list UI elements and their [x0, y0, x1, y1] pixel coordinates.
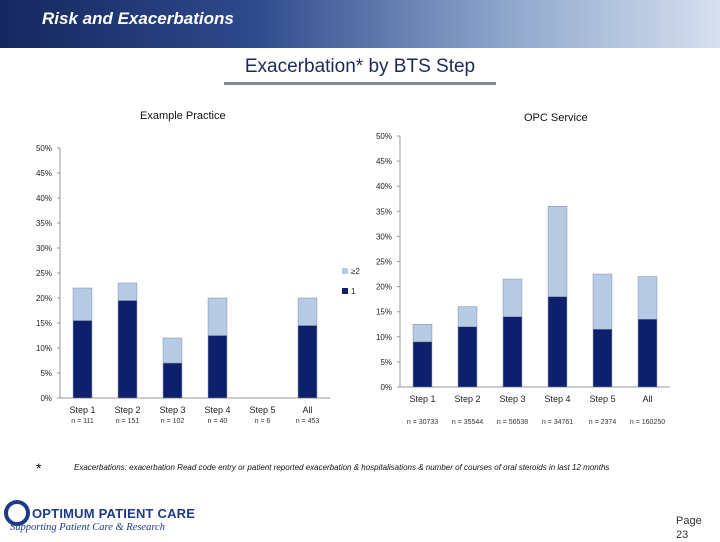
- x-category-label: Step 2: [454, 394, 480, 404]
- x-n-label: n = 102: [161, 418, 185, 425]
- x-category-label: Step 4: [204, 405, 230, 415]
- bar-segment: [117, 300, 138, 399]
- x-n-label: n = 30733: [407, 419, 438, 426]
- chart-title-example-practice: Example Practice: [140, 110, 226, 122]
- y-tick-label: 25%: [36, 269, 52, 278]
- y-tick-label: 15%: [36, 319, 52, 328]
- x-n-label: n = 34761: [542, 419, 573, 426]
- bar-segment: [502, 316, 523, 388]
- y-tick-label: 50%: [376, 132, 392, 141]
- page-number-value: 23: [676, 529, 689, 541]
- bar-segment: [297, 325, 318, 399]
- x-category-label: Step 5: [589, 394, 615, 404]
- legend-label: 1: [351, 287, 356, 296]
- y-tick-label: 20%: [376, 283, 392, 292]
- bar-segment: [637, 318, 658, 388]
- chart-title-opc-service: OPC Service: [524, 112, 588, 124]
- x-n-label: n = 6: [255, 418, 271, 425]
- y-tick-label: 5%: [40, 369, 52, 378]
- bar-segment: [72, 320, 93, 399]
- logo-ring-icon: [4, 500, 30, 526]
- y-tick-label: 40%: [36, 194, 52, 203]
- bar-segment: [547, 206, 568, 297]
- bar-segment: [637, 276, 658, 320]
- legend-swatch: [342, 288, 348, 294]
- bar-segment: [547, 296, 568, 388]
- x-category-label: All: [642, 394, 652, 404]
- bar-segment: [457, 326, 478, 388]
- page-label: Page: [676, 515, 702, 527]
- footnote-text: Exacerbations: exacerbation Read code en…: [74, 463, 610, 472]
- bar-segment: [297, 297, 318, 326]
- y-tick-label: 45%: [36, 169, 52, 178]
- y-tick-label: 30%: [36, 244, 52, 253]
- header-band: [0, 0, 720, 48]
- x-n-label: n = 151: [116, 418, 140, 425]
- x-n-label: n = 35544: [452, 419, 483, 426]
- company-logo: OPTIMUM PATIENT CARE Supporting Patient …: [4, 498, 195, 536]
- y-tick-label: 40%: [376, 182, 392, 191]
- x-n-label: n = 453: [296, 418, 320, 425]
- x-category-label: Step 3: [499, 394, 525, 404]
- x-n-label: n = 40: [208, 418, 228, 425]
- y-tick-label: 45%: [376, 157, 392, 166]
- y-tick-label: 20%: [36, 294, 52, 303]
- logo-name: OPTIMUM PATIENT CARE: [32, 506, 196, 521]
- bar-segment: [162, 337, 183, 364]
- x-category-label: Step 5: [249, 405, 275, 415]
- y-tick-label: 5%: [380, 358, 392, 367]
- footnote-marker: *: [36, 460, 42, 476]
- bar-segment: [412, 341, 433, 388]
- logo-tagline: Supporting Patient Care & Research: [10, 522, 165, 533]
- bar-segment: [162, 362, 183, 399]
- bar-segment: [457, 306, 478, 328]
- bar-segment: [72, 287, 93, 321]
- x-category-label: Step 1: [409, 394, 435, 404]
- bar-segment: [117, 282, 138, 301]
- bar-segment: [207, 297, 228, 336]
- legend-swatch: [342, 268, 348, 274]
- legend-label: ≥2: [351, 267, 360, 276]
- x-category-label: Step 1: [69, 405, 95, 415]
- y-tick-label: 50%: [36, 144, 52, 153]
- y-tick-label: 0%: [40, 394, 52, 403]
- x-n-label: n = 111: [71, 418, 94, 425]
- y-tick-label: 35%: [36, 219, 52, 228]
- y-tick-label: 35%: [376, 207, 392, 216]
- bar-segment: [412, 324, 433, 343]
- y-tick-label: 10%: [36, 344, 52, 353]
- y-tick-label: 0%: [380, 383, 392, 392]
- y-tick-label: 10%: [376, 333, 392, 342]
- x-category-label: Step 2: [114, 405, 140, 415]
- bar-segment: [207, 335, 228, 399]
- page-number: Page 23: [676, 514, 702, 542]
- y-tick-label: 15%: [376, 308, 392, 317]
- bar-segment: [592, 273, 613, 330]
- x-n-label: n = 2374: [589, 419, 617, 426]
- x-category-label: All: [302, 405, 312, 415]
- title-underline: [224, 82, 496, 85]
- y-tick-label: 30%: [376, 232, 392, 241]
- x-n-label: n = 56538: [497, 419, 528, 426]
- slide-title: Exacerbation* by BTS Step: [244, 56, 476, 77]
- x-category-label: Step 3: [159, 405, 185, 415]
- header-title: Risk and Exacerbations: [42, 9, 234, 28]
- y-tick-label: 25%: [376, 258, 392, 267]
- bar-segment: [502, 278, 523, 317]
- x-category-label: Step 4: [544, 394, 570, 404]
- x-n-label: n = 160250: [630, 419, 665, 426]
- bar-segment: [592, 329, 613, 388]
